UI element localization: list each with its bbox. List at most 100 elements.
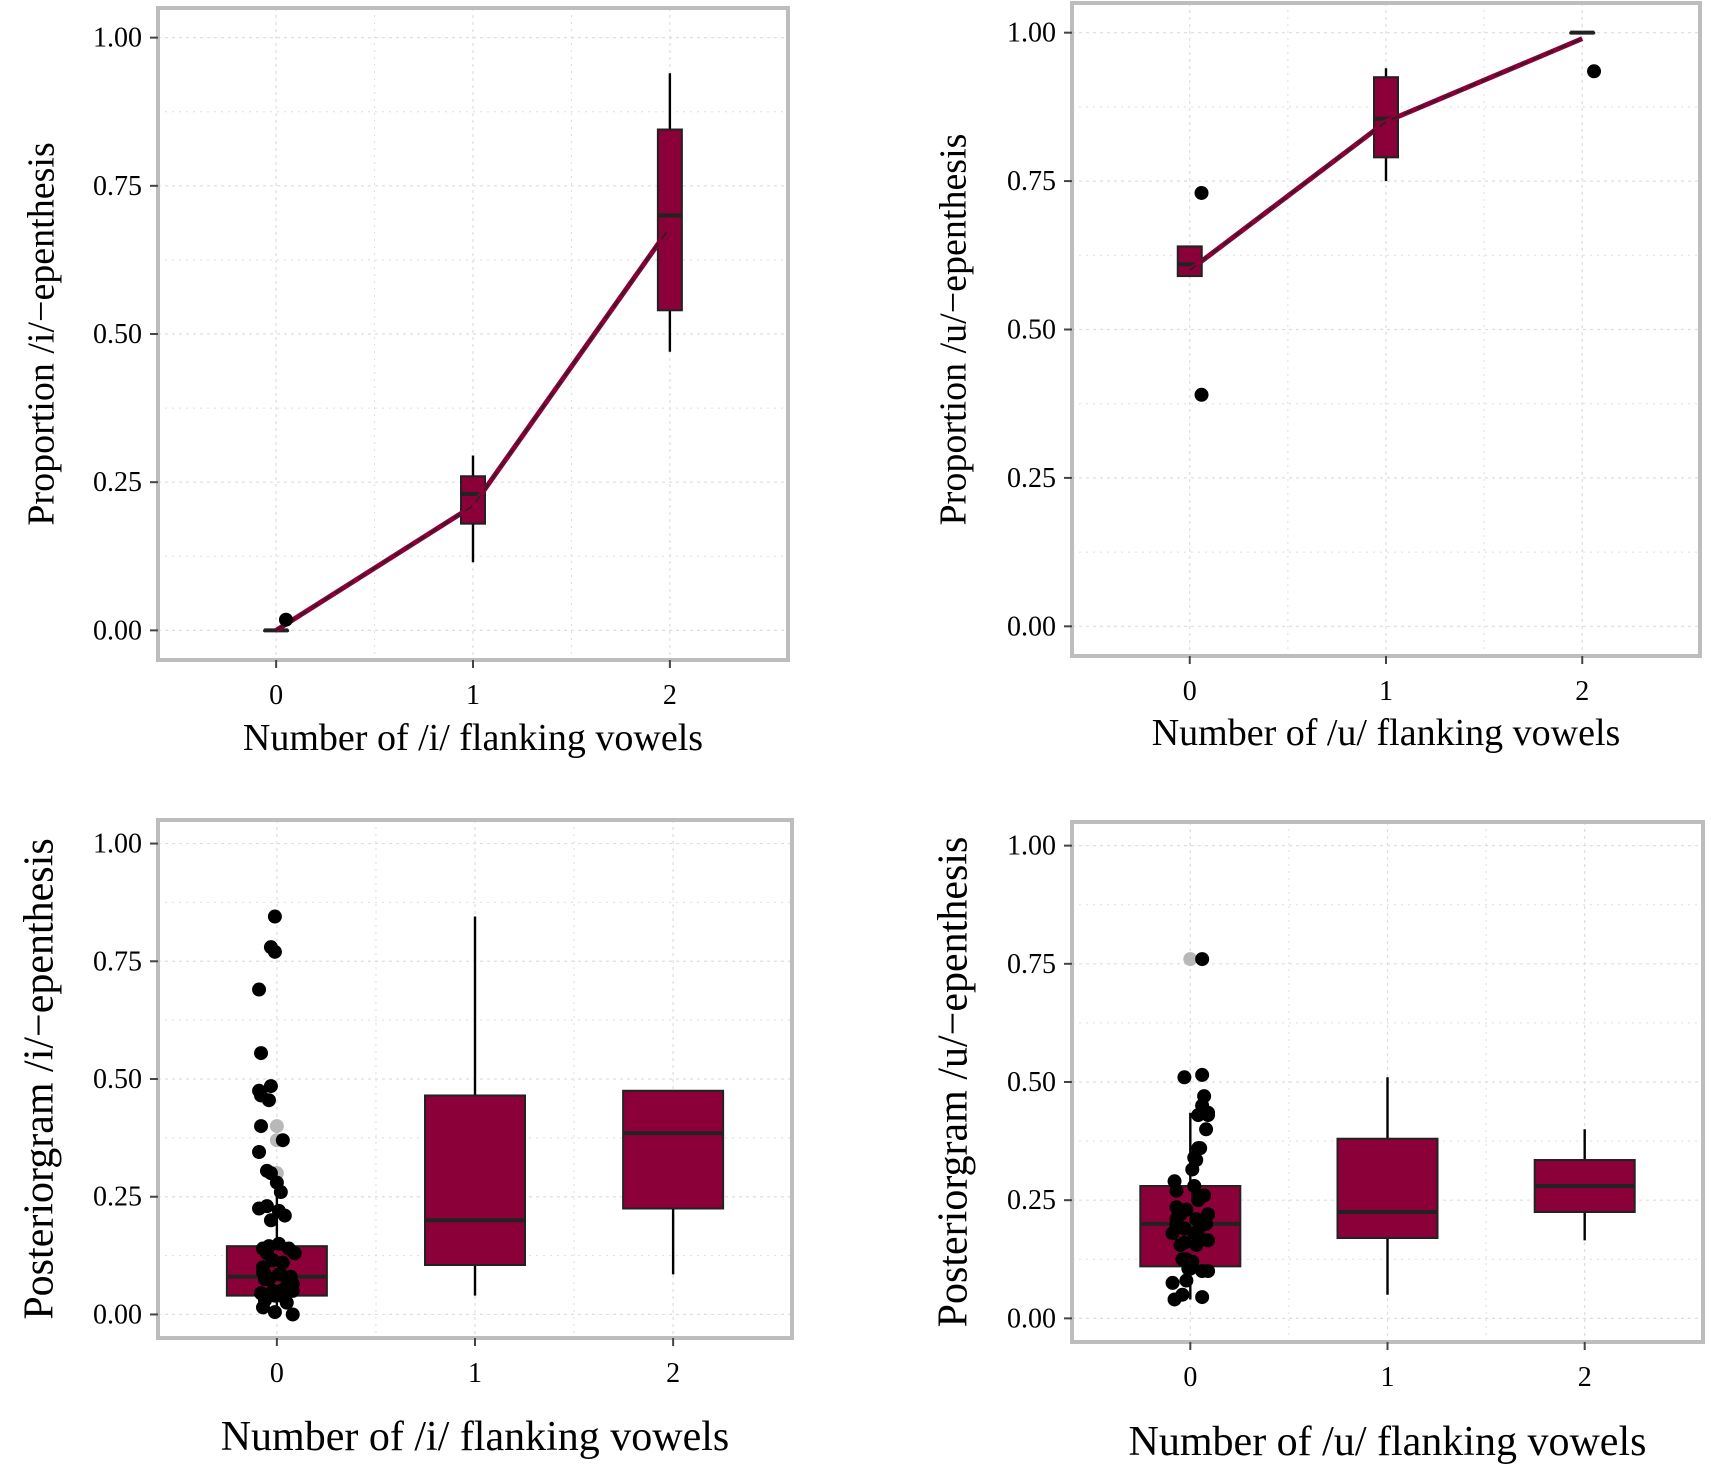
y-tick-label: 0.75	[93, 946, 142, 977]
data-point	[1189, 1238, 1204, 1253]
box-2	[656, 128, 683, 312]
x-tick-label: 1	[1379, 676, 1393, 707]
chart-panel-top-right: 0.00 0.25 0.50 0.75 1.00 0 1 2 Number of /u/ fla…	[932, 1, 1702, 754]
data-point	[267, 909, 282, 924]
data-point	[273, 1267, 288, 1282]
data-point	[1177, 1070, 1192, 1085]
x-tick-label: 2	[1575, 676, 1589, 707]
box-1	[424, 1094, 526, 1267]
y-tick-label: 0.00	[93, 1299, 142, 1330]
y-tick-label: 0.75	[1007, 166, 1056, 197]
data-point	[1191, 1141, 1206, 1156]
y-tick-label: 0.50	[1007, 315, 1056, 346]
data-point	[1179, 1273, 1194, 1288]
x-tick-label: 0	[1183, 1362, 1197, 1393]
y-axis-title: Posteriorgram /i/−epenthesis	[17, 838, 63, 1319]
data-point	[1199, 1122, 1214, 1137]
x-axis-title: Number of /i/ flanking vowels	[221, 1414, 730, 1460]
outlier-point	[269, 1119, 284, 1134]
y-tick-label: 0.25	[1007, 1185, 1056, 1216]
x-tick-label: 1	[466, 680, 480, 711]
data-point	[1165, 1226, 1180, 1241]
y-tick-label: 0.00	[1007, 611, 1056, 642]
data-point	[1201, 1233, 1216, 1248]
x-axis-title: Number of /u/ flanking vowels	[1152, 712, 1621, 754]
data-point	[1191, 1108, 1206, 1123]
fit-line	[1188, 36, 1584, 273]
data-point	[1201, 1207, 1216, 1222]
data-point	[1195, 952, 1210, 967]
chart-panel-bottom-right: 0.00 0.25 0.50 0.75 1.00 0 1 2 Number of /u/ fla…	[931, 820, 1705, 1465]
data-point	[1179, 1252, 1194, 1267]
x-tick-label: 1	[1381, 1362, 1395, 1393]
data-point	[259, 1163, 274, 1178]
x-tick-label: 0	[269, 680, 283, 711]
data-point	[279, 1295, 294, 1310]
data-point	[1587, 64, 1602, 79]
box-1	[1336, 1137, 1439, 1240]
box-2	[622, 1089, 725, 1210]
data-point	[277, 1208, 292, 1223]
y-tick-label: 1.00	[1007, 831, 1056, 862]
y-tick-label: 1.00	[93, 23, 142, 54]
x-tick-label: 2	[1578, 1362, 1592, 1393]
data-point	[252, 1144, 267, 1159]
data-point	[285, 1276, 300, 1291]
data-point	[275, 1133, 290, 1148]
outlier-point	[1183, 952, 1198, 967]
y-tick-label: 0.50	[1007, 1067, 1056, 1098]
data-point	[267, 1288, 282, 1303]
data-point	[1201, 1264, 1216, 1279]
y-axis-title: Posteriorgram /u/−epenthesis	[931, 837, 977, 1328]
fit-line-dashed	[275, 226, 671, 632]
data-point	[252, 982, 267, 997]
data-point	[278, 612, 293, 627]
data-point	[267, 1305, 282, 1320]
x-tick-label: 0	[270, 1358, 284, 1389]
chart-panel-bottom-left: 0.00 0.25 0.50 0.75 1.00 0 1 2 Number of /i/ fla…	[17, 818, 794, 1460]
data-point	[254, 1119, 269, 1134]
x-axis-title: Number of /i/ flanking vowels	[243, 717, 703, 759]
chart-panel-top-left: 0.00 0.25 0.50 0.75 1.00 0 1 2 Number of /i/ fla…	[20, 6, 790, 759]
data-point	[285, 1307, 300, 1322]
box-1	[460, 475, 486, 525]
data-point	[267, 944, 282, 959]
y-axis-title: Proportion /i/−epenthesis	[20, 142, 62, 525]
data-point	[263, 1213, 278, 1228]
data-point	[1189, 1153, 1204, 1167]
data-point	[254, 1088, 269, 1103]
y-tick-label: 0.75	[1007, 949, 1056, 980]
data-point	[1194, 185, 1209, 200]
y-tick-label: 0.25	[93, 1182, 142, 1213]
y-tick-label: 1.00	[1007, 18, 1056, 49]
x-tick-label: 1	[468, 1358, 482, 1389]
y-tick-label: 0.75	[93, 171, 142, 202]
y-tick-label: 0.25	[93, 467, 142, 498]
data-point	[256, 1300, 271, 1315]
x-tick-label: 0	[1183, 676, 1197, 707]
y-tick-label: 0.00	[1007, 1303, 1056, 1334]
x-axis-title: Number of /u/ flanking vowels	[1129, 1419, 1647, 1465]
data-point	[269, 1175, 284, 1190]
y-axis-title: Proportion /u/−epenthesis	[932, 134, 974, 526]
data-point	[271, 1236, 286, 1251]
data-point	[287, 1246, 302, 1261]
y-tick-label: 0.50	[93, 1064, 142, 1095]
data-point	[1175, 1287, 1190, 1302]
data-point	[1165, 1275, 1180, 1290]
data-point	[259, 1199, 274, 1214]
data-point	[1194, 387, 1209, 402]
x-tick-label: 2	[666, 1358, 680, 1389]
y-tick-label: 1.00	[93, 829, 142, 860]
y-tick-label: 0.50	[93, 319, 142, 350]
data-point	[265, 1253, 280, 1268]
data-point	[1171, 1205, 1186, 1219]
data-point	[1169, 1183, 1184, 1198]
data-point	[257, 1267, 272, 1282]
x-tick-label: 2	[663, 680, 677, 711]
y-tick-label: 0.00	[93, 615, 142, 646]
data-point	[1187, 1226, 1202, 1241]
y-tick-label: 0.25	[1007, 463, 1056, 494]
data-point	[254, 1046, 269, 1061]
